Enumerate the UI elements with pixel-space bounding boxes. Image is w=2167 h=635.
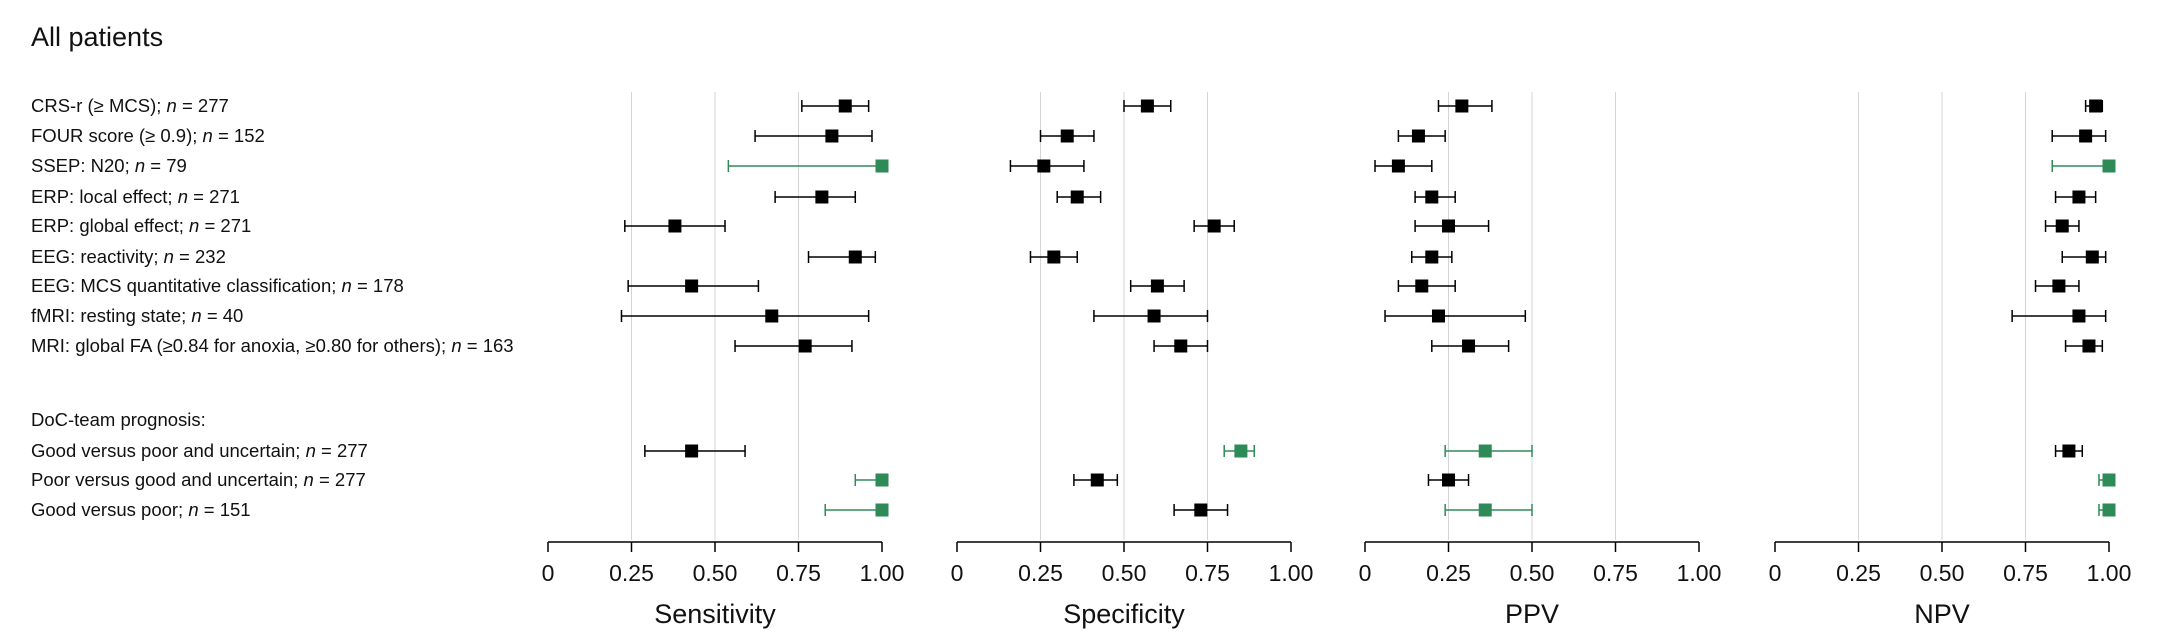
npv-tick-label-2: 0.50 bbox=[1920, 560, 1965, 586]
ppv-point-good-vs-poor bbox=[1478, 503, 1492, 517]
sensitivity-point-mri bbox=[798, 339, 812, 353]
specificity-point-mri bbox=[1174, 339, 1188, 353]
row-label-four: FOUR score (≥ 0.9); n = 152 bbox=[31, 125, 265, 146]
npv-point-poor-vs-good-unc bbox=[2102, 473, 2116, 487]
sensitivity-tick-label-0: 0 bbox=[542, 560, 555, 586]
ppv-tick-label-4: 1.00 bbox=[1677, 560, 1722, 586]
ppv-axis-title: PPV bbox=[1505, 599, 1559, 629]
specificity-point-eeg-react bbox=[1047, 250, 1061, 264]
row-label-erp-global: ERP: global effect; n = 271 bbox=[31, 215, 251, 236]
specificity-tick-label-4: 1.00 bbox=[1269, 560, 1314, 586]
ppv-point-mri bbox=[1462, 339, 1476, 353]
npv-point-good-vs-poor bbox=[2102, 503, 2116, 517]
row-label-mri: MRI: global FA (≥0.84 for anoxia, ≥0.80 … bbox=[31, 335, 514, 356]
ppv-tick-label-2: 0.50 bbox=[1510, 560, 1555, 586]
row-label-doc-header: DoC-team prognosis: bbox=[31, 409, 206, 430]
specificity-tick-label-0: 0 bbox=[951, 560, 964, 586]
specificity-point-poor-vs-good-unc bbox=[1090, 473, 1104, 487]
ppv-point-good-vs-poor-unc bbox=[1478, 444, 1492, 458]
specificity-point-good-vs-poor-unc bbox=[1234, 444, 1248, 458]
sensitivity-point-erp-local bbox=[815, 190, 829, 204]
ppv-tick-label-1: 0.25 bbox=[1426, 560, 1471, 586]
ppv-point-eeg-mcs bbox=[1415, 279, 1429, 293]
ppv-point-erp-local bbox=[1425, 190, 1439, 204]
sensitivity-point-good-vs-poor-unc bbox=[685, 444, 699, 458]
npv-tick-label-1: 0.25 bbox=[1836, 560, 1881, 586]
sensitivity-point-poor-vs-good-unc bbox=[875, 473, 889, 487]
npv-point-four bbox=[2079, 129, 2093, 143]
npv-tick-label-4: 1.00 bbox=[2087, 560, 2132, 586]
ppv-point-four bbox=[1411, 129, 1425, 143]
sensitivity-tick-label-3: 0.75 bbox=[776, 560, 821, 586]
specificity-point-ssep bbox=[1037, 159, 1051, 173]
specificity-axis-title: Specificity bbox=[1063, 599, 1185, 629]
sensitivity-point-eeg-react bbox=[848, 250, 862, 264]
npv-point-eeg-mcs bbox=[2052, 279, 2066, 293]
row-label-fmri: fMRI: resting state; n = 40 bbox=[31, 305, 243, 326]
npv-point-eeg-react bbox=[2085, 250, 2099, 264]
npv-point-good-vs-poor-unc bbox=[2062, 444, 2076, 458]
sensitivity-point-erp-global bbox=[668, 219, 682, 233]
sensitivity-point-crs-r bbox=[838, 99, 852, 113]
sensitivity-point-four bbox=[825, 129, 839, 143]
specificity-point-eeg-mcs bbox=[1150, 279, 1164, 293]
specificity-point-fmri bbox=[1147, 309, 1161, 323]
npv-tick-label-0: 0 bbox=[1769, 560, 1782, 586]
specificity-point-good-vs-poor bbox=[1194, 503, 1208, 517]
specificity-point-four bbox=[1060, 129, 1074, 143]
row-label-good-vs-poor-unc: Good versus poor and uncertain; n = 277 bbox=[31, 440, 368, 461]
sensitivity-axis-title: Sensitivity bbox=[654, 599, 776, 629]
ppv-point-erp-global bbox=[1442, 219, 1455, 233]
npv-point-fmri bbox=[2072, 309, 2086, 323]
specificity-tick-label-3: 0.75 bbox=[1185, 560, 1230, 586]
ppv-point-fmri bbox=[1431, 309, 1445, 323]
row-label-eeg-mcs: EEG: MCS quantitative classification; n … bbox=[31, 275, 404, 296]
row-label-erp-local: ERP: local effect; n = 271 bbox=[31, 186, 240, 207]
specificity-point-crs-r bbox=[1140, 99, 1154, 113]
sensitivity-tick-label-1: 0.25 bbox=[609, 560, 654, 586]
specificity-point-erp-local bbox=[1070, 190, 1084, 204]
row-label-poor-vs-good-unc: Poor versus good and uncertain; n = 277 bbox=[31, 469, 366, 490]
specificity-tick-label-2: 0.50 bbox=[1102, 560, 1147, 586]
row-label-good-vs-poor: Good versus poor; n = 151 bbox=[31, 499, 251, 520]
sensitivity-tick-label-2: 0.50 bbox=[693, 560, 738, 586]
sensitivity-point-eeg-mcs bbox=[685, 279, 699, 293]
npv-axis-title: NPV bbox=[1914, 599, 1970, 629]
specificity-point-erp-global bbox=[1207, 219, 1221, 233]
specificity-tick-label-1: 0.25 bbox=[1018, 560, 1063, 586]
npv-point-erp-global bbox=[2055, 219, 2069, 233]
ppv-point-crs-r bbox=[1455, 99, 1469, 113]
npv-point-ssep bbox=[2102, 159, 2116, 173]
row-label-ssep: SSEP: N20; n = 79 bbox=[31, 155, 187, 176]
chart-title: All patients bbox=[31, 22, 164, 52]
row-label-eeg-react: EEG: reactivity; n = 232 bbox=[31, 246, 226, 267]
sensitivity-point-good-vs-poor bbox=[875, 503, 889, 517]
sensitivity-tick-label-4: 1.00 bbox=[860, 560, 905, 586]
ppv-tick-label-3: 0.75 bbox=[1593, 560, 1638, 586]
npv-point-mri bbox=[2082, 339, 2096, 353]
npv-tick-label-3: 0.75 bbox=[2003, 560, 2048, 586]
ppv-point-poor-vs-good-unc bbox=[1442, 473, 1455, 487]
ppv-tick-label-0: 0 bbox=[1359, 560, 1372, 586]
sensitivity-point-fmri bbox=[765, 309, 779, 323]
sensitivity-point-ssep bbox=[875, 159, 889, 173]
npv-point-erp-local bbox=[2072, 190, 2086, 204]
ppv-point-eeg-react bbox=[1425, 250, 1439, 264]
ppv-point-ssep bbox=[1391, 159, 1405, 173]
npv-point-crs-r bbox=[2089, 99, 2103, 113]
row-label-crs-r: CRS-r (≥ MCS); n = 277 bbox=[31, 95, 229, 116]
